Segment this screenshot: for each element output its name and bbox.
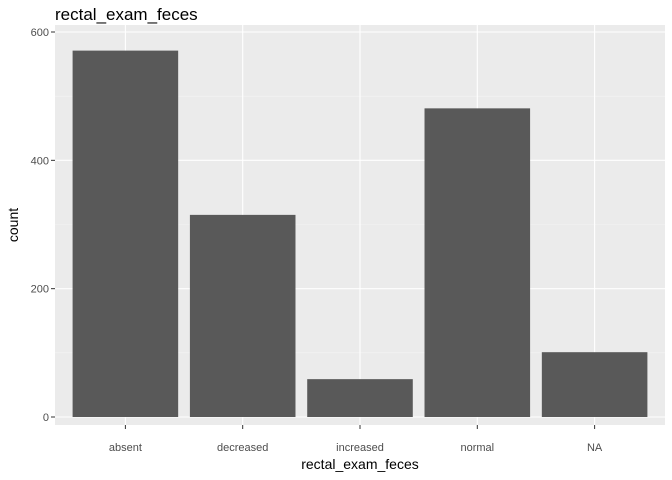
y-axis-title: count [5,208,21,242]
y-tick-label: 600 [31,27,49,39]
x-tick-label: absent [109,442,142,454]
bar-increased [307,379,413,417]
bars [72,50,648,417]
y-axis: 0 200 400 600 [31,27,55,424]
bar-normal [424,108,531,417]
x-tick-label: increased [336,442,384,454]
bar-decreased [189,214,296,417]
y-tick-label: 400 [31,155,49,167]
bar-na [541,352,648,417]
y-tick-label: 0 [43,412,49,424]
x-tick-label: NA [587,442,603,454]
chart-title: rectal_exam_feces [55,5,198,24]
x-axis-title: rectal_exam_feces [301,456,419,472]
x-tick-label: decreased [217,442,268,454]
y-tick-label: 200 [31,284,49,296]
x-axis: absent decreased increased normal NA [109,425,603,454]
x-tick-label: normal [460,442,494,454]
bar-absent [72,50,179,417]
